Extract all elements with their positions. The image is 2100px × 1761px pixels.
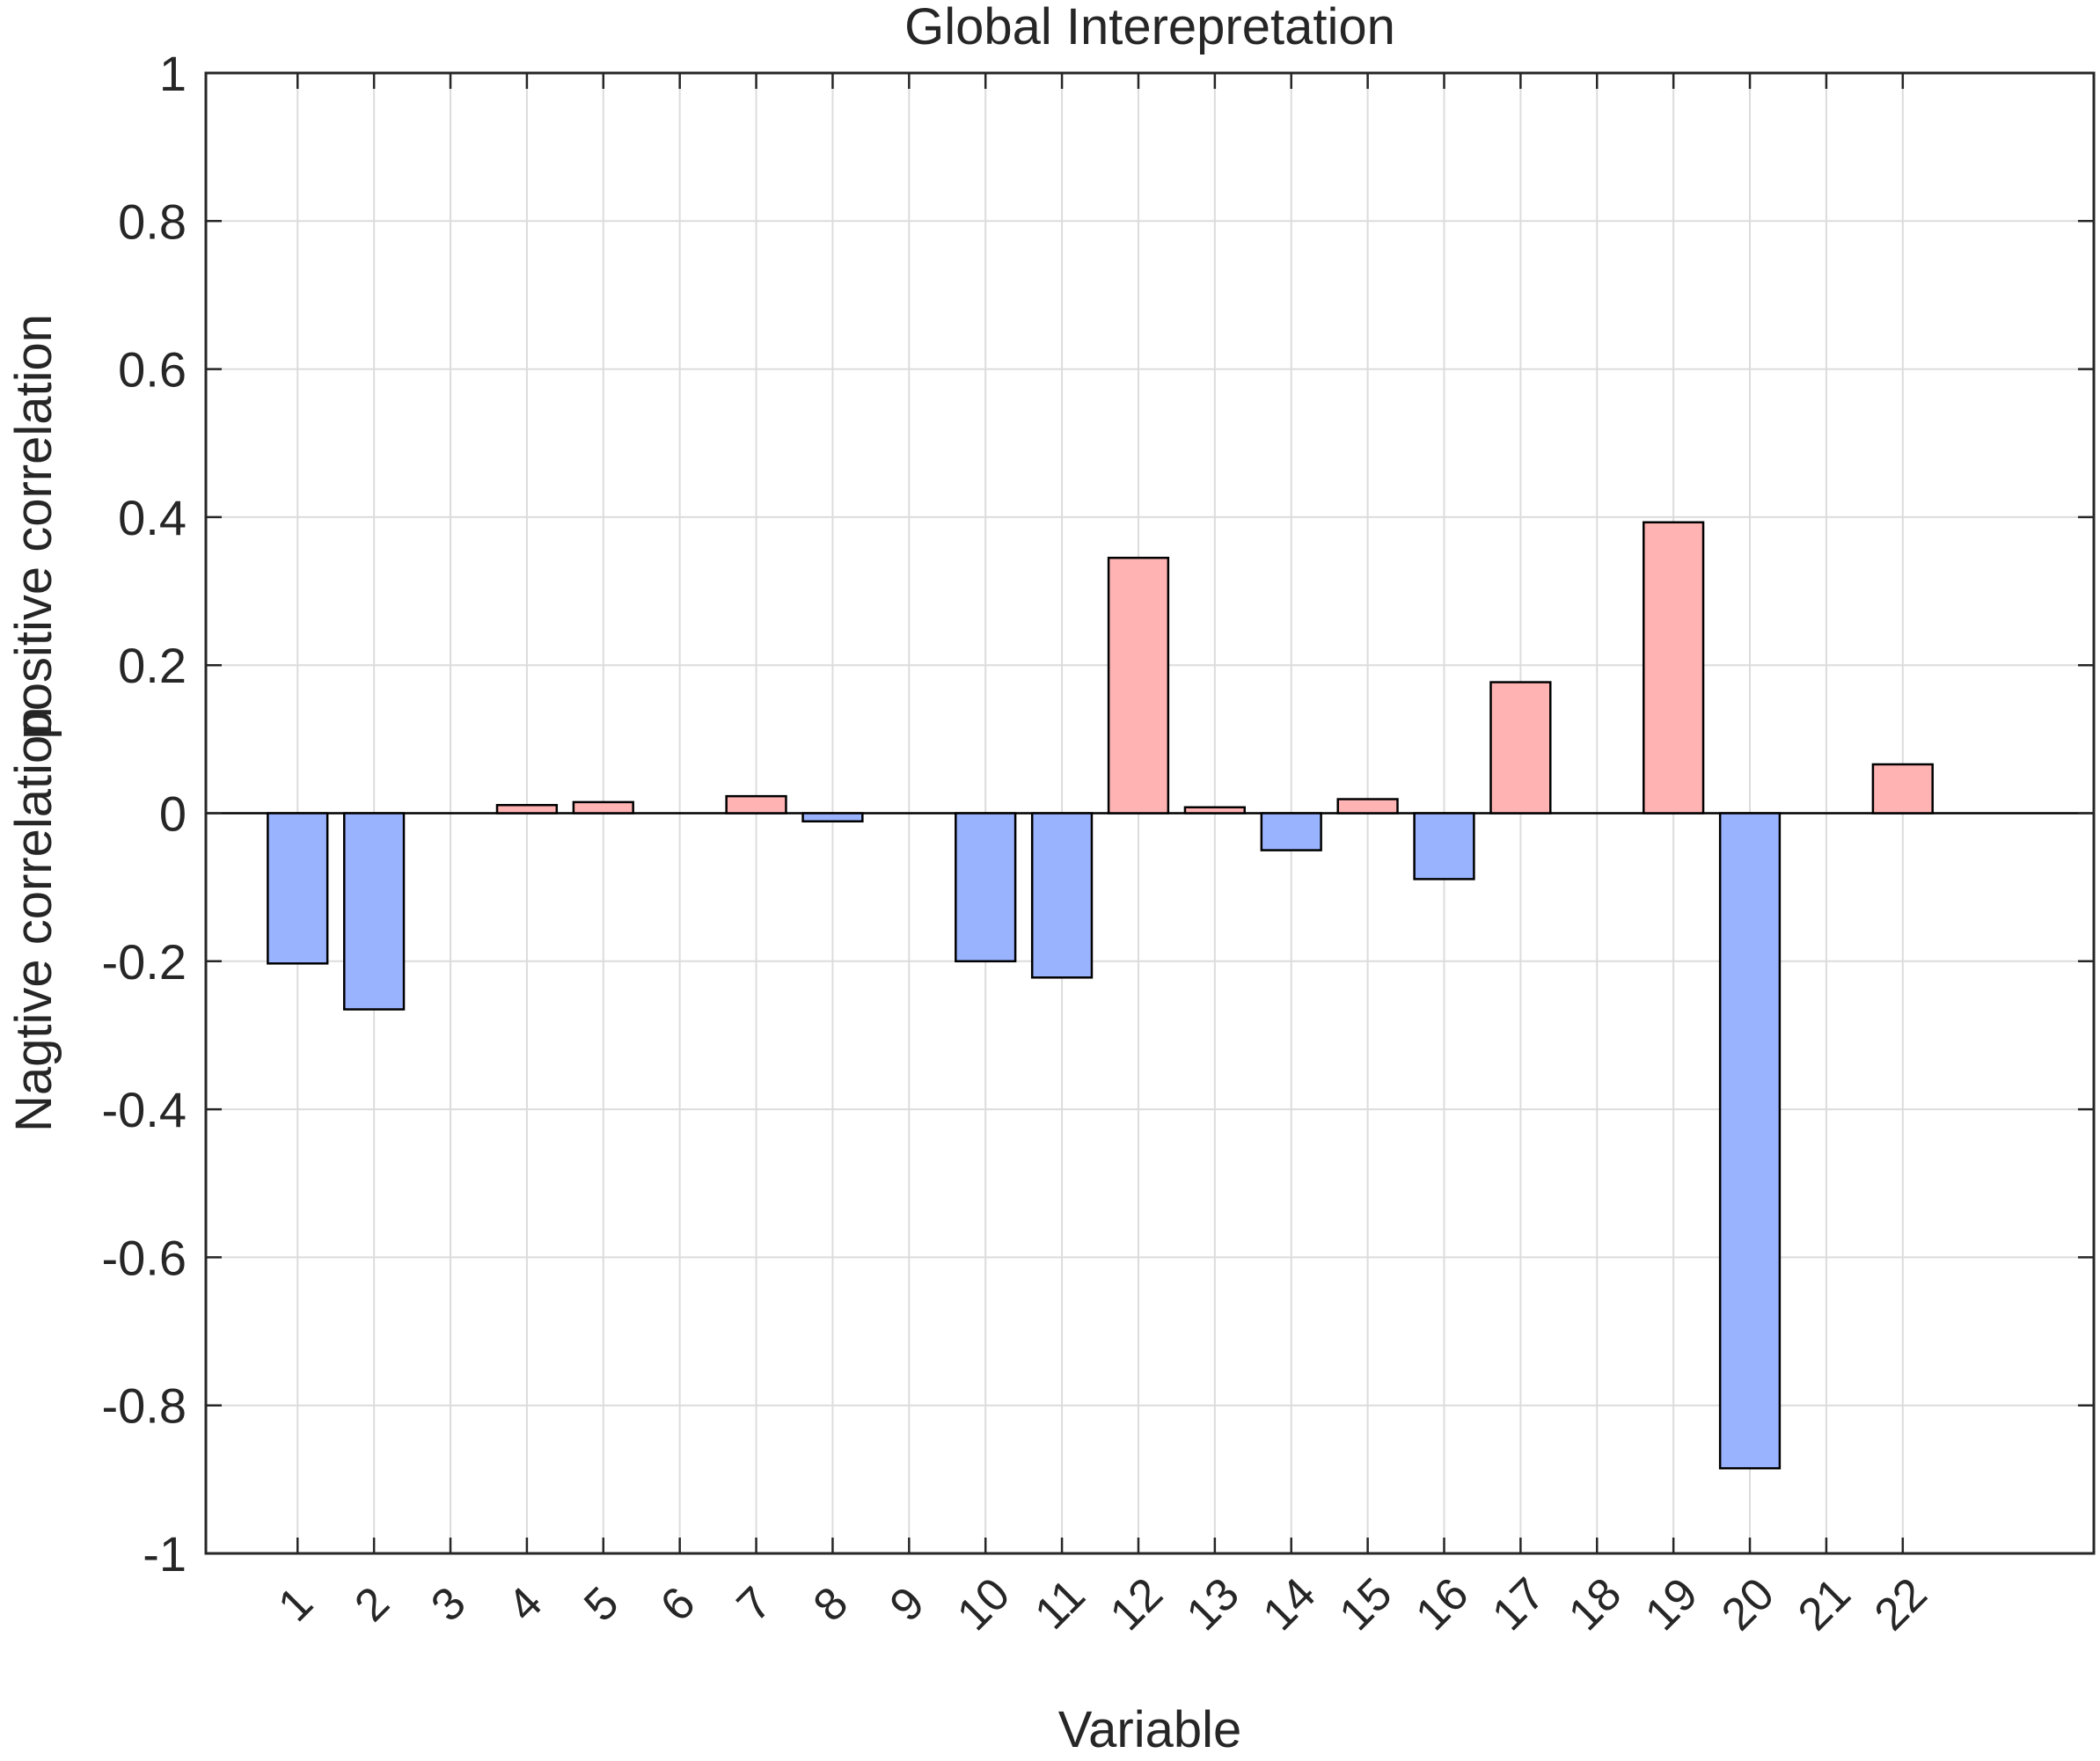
x-tick-label: 3 (421, 1577, 475, 1631)
x-tick-label: 14 (1254, 1568, 1326, 1640)
bar-16 (1415, 814, 1474, 880)
x-tick-label: 16 (1407, 1568, 1479, 1640)
bar-5 (574, 802, 633, 814)
bar-15 (1338, 800, 1398, 814)
x-tick-label: 12 (1101, 1568, 1173, 1640)
x-tick-label: 10 (948, 1568, 1020, 1640)
bar-17 (1490, 683, 1550, 814)
y-tick-label: 0.2 (118, 638, 187, 693)
bar-20 (1720, 814, 1780, 1469)
y-tick-label: -0.6 (102, 1230, 187, 1285)
x-tick-label: 4 (498, 1577, 552, 1631)
x-tick-label: 7 (728, 1577, 781, 1631)
x-tick-label: 17 (1482, 1568, 1555, 1640)
y-tick-label: 0.6 (118, 342, 187, 398)
x-axis-label: Variable (1058, 1701, 1242, 1757)
bar-11 (1032, 814, 1092, 978)
bar-7 (727, 796, 787, 813)
y-tick-label: 0.8 (118, 194, 187, 249)
x-tick-label: 2 (345, 1577, 399, 1631)
x-tick-label: 1 (269, 1577, 323, 1631)
bar-8 (803, 814, 863, 822)
bars (267, 522, 1932, 1468)
bar-14 (1262, 814, 1321, 851)
y-axis-label-positive: positive correlation (5, 314, 62, 740)
x-tick-label: 15 (1330, 1568, 1402, 1640)
bar-10 (955, 814, 1015, 961)
x-tick-label: 11 (1025, 1569, 1094, 1639)
y-axis-label-negative: Nagtive correlation (5, 706, 62, 1132)
x-tick-label: 8 (804, 1577, 858, 1631)
x-tick-label: 9 (881, 1577, 934, 1631)
x-tick-label: 19 (1635, 1568, 1708, 1640)
bar-4 (497, 805, 557, 813)
bar-1 (267, 814, 327, 964)
y-tick-label: 1 (159, 46, 187, 101)
y-tick-label: 0 (159, 786, 187, 842)
bar-13 (1185, 807, 1245, 814)
y-tick-label: -0.2 (102, 934, 187, 990)
y-tick-label: -0.4 (102, 1082, 187, 1137)
bar-22 (1873, 764, 1933, 814)
y-tick-label: -0.8 (102, 1378, 187, 1434)
x-tick-label: 22 (1865, 1568, 1937, 1640)
bar-2 (344, 814, 404, 1010)
x-tick-label: 18 (1559, 1568, 1631, 1640)
x-tick-label: 5 (574, 1577, 628, 1631)
x-tick-label: 21 (1789, 1568, 1861, 1640)
y-tick-label: -1 (143, 1526, 187, 1582)
x-tick-label: 13 (1177, 1568, 1249, 1640)
x-tick-label: 6 (651, 1577, 705, 1631)
chart-title: Global Interepretation (904, 0, 1395, 55)
bar-12 (1109, 558, 1168, 813)
y-tick-label: 0.4 (118, 490, 187, 545)
bar-19 (1643, 522, 1703, 814)
x-tick-label: 20 (1712, 1568, 1784, 1640)
